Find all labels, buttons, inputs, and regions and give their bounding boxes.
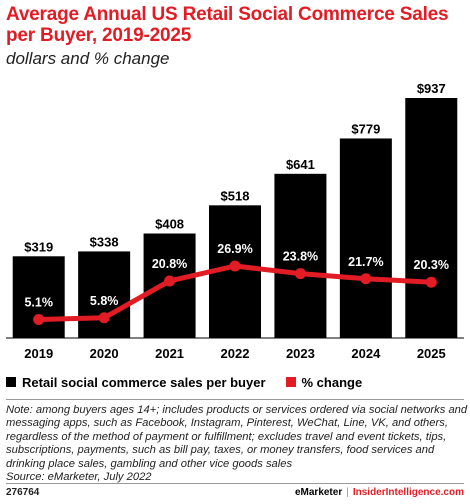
pct-label-2025: 20.3% — [414, 258, 449, 272]
x-tick-2025: 2025 — [417, 346, 446, 361]
x-tick-2024: 2024 — [351, 346, 381, 361]
chart-area: $319 2019 $338 2020 $408 2021 $518 2022 $641 2023… — [6, 70, 464, 361]
bar-label-2022: $518 — [221, 188, 250, 203]
brand-emarketer: eMarketer — [294, 487, 343, 498]
pct-label-2022: 26.9% — [217, 242, 252, 256]
point-2025 — [425, 276, 437, 288]
pct-label-2019: 5.1% — [24, 295, 53, 309]
legend: Retail social commerce sales per buyer %… — [6, 372, 382, 392]
chart-id: 276764 — [6, 487, 40, 498]
bar-label-2023: $641 — [286, 157, 315, 172]
point-2024 — [360, 273, 372, 285]
bar-2025 — [405, 98, 458, 338]
bar-label-2020: $338 — [90, 234, 119, 249]
bar-2024 — [339, 138, 392, 338]
pct-label-2024: 21.7% — [348, 255, 383, 269]
chart-title: Average Annual US Retail Social Commerce… — [6, 4, 449, 46]
x-tick-2019: 2019 — [24, 346, 53, 361]
point-2020 — [98, 312, 110, 324]
chart-subtitle: dollars and % change — [6, 49, 170, 68]
x-tick-2023: 2023 — [286, 346, 315, 361]
pct-label-2023: 23.8% — [283, 250, 318, 264]
legend-swatch-sales — [6, 377, 16, 387]
divider-bottom — [6, 483, 464, 484]
pct-label-2020: 5.8% — [90, 294, 119, 308]
x-tick-2020: 2020 — [90, 346, 119, 361]
legend-item-change: % change — [285, 374, 363, 390]
pct-label-2021: 20.8% — [152, 257, 187, 271]
note-block: Note: among buyers ages 14+; includes pr… — [6, 404, 468, 484]
bar-label-2021: $408 — [155, 216, 184, 231]
point-2023 — [294, 268, 306, 280]
footnote: Note: among buyers ages 14+; includes pr… — [6, 404, 468, 470]
brand-credit: eMarketer | InsiderIntelligence.com — [295, 487, 464, 498]
bar-2023 — [274, 173, 327, 338]
point-2019 — [33, 313, 45, 325]
point-2022 — [229, 260, 241, 272]
legend-swatch-change — [285, 377, 296, 387]
legend-label-sales: Retail social commerce sales per buyer — [22, 374, 266, 390]
footer: 276764 eMarketer | InsiderIntelligence.com — [6, 486, 464, 500]
legend-label-change: % change — [301, 374, 363, 390]
bar-2020 — [78, 251, 131, 338]
brand-insiderintelligence: InsiderIntelligence.com — [352, 487, 464, 498]
bar-label-2024: $779 — [351, 121, 380, 136]
point-2021 — [164, 275, 176, 287]
source-line: Source: eMarketer, July 2022 — [6, 471, 152, 484]
legend-item-sales: Retail social commerce sales per buyer — [6, 375, 266, 390]
bar-label-2025: $937 — [417, 81, 446, 96]
bar-label-2019: $319 — [24, 239, 53, 254]
x-tick-2021: 2021 — [155, 346, 184, 361]
x-tick-2022: 2022 — [221, 346, 250, 361]
divider-top — [6, 399, 464, 400]
brand-separator: | — [346, 487, 349, 498]
